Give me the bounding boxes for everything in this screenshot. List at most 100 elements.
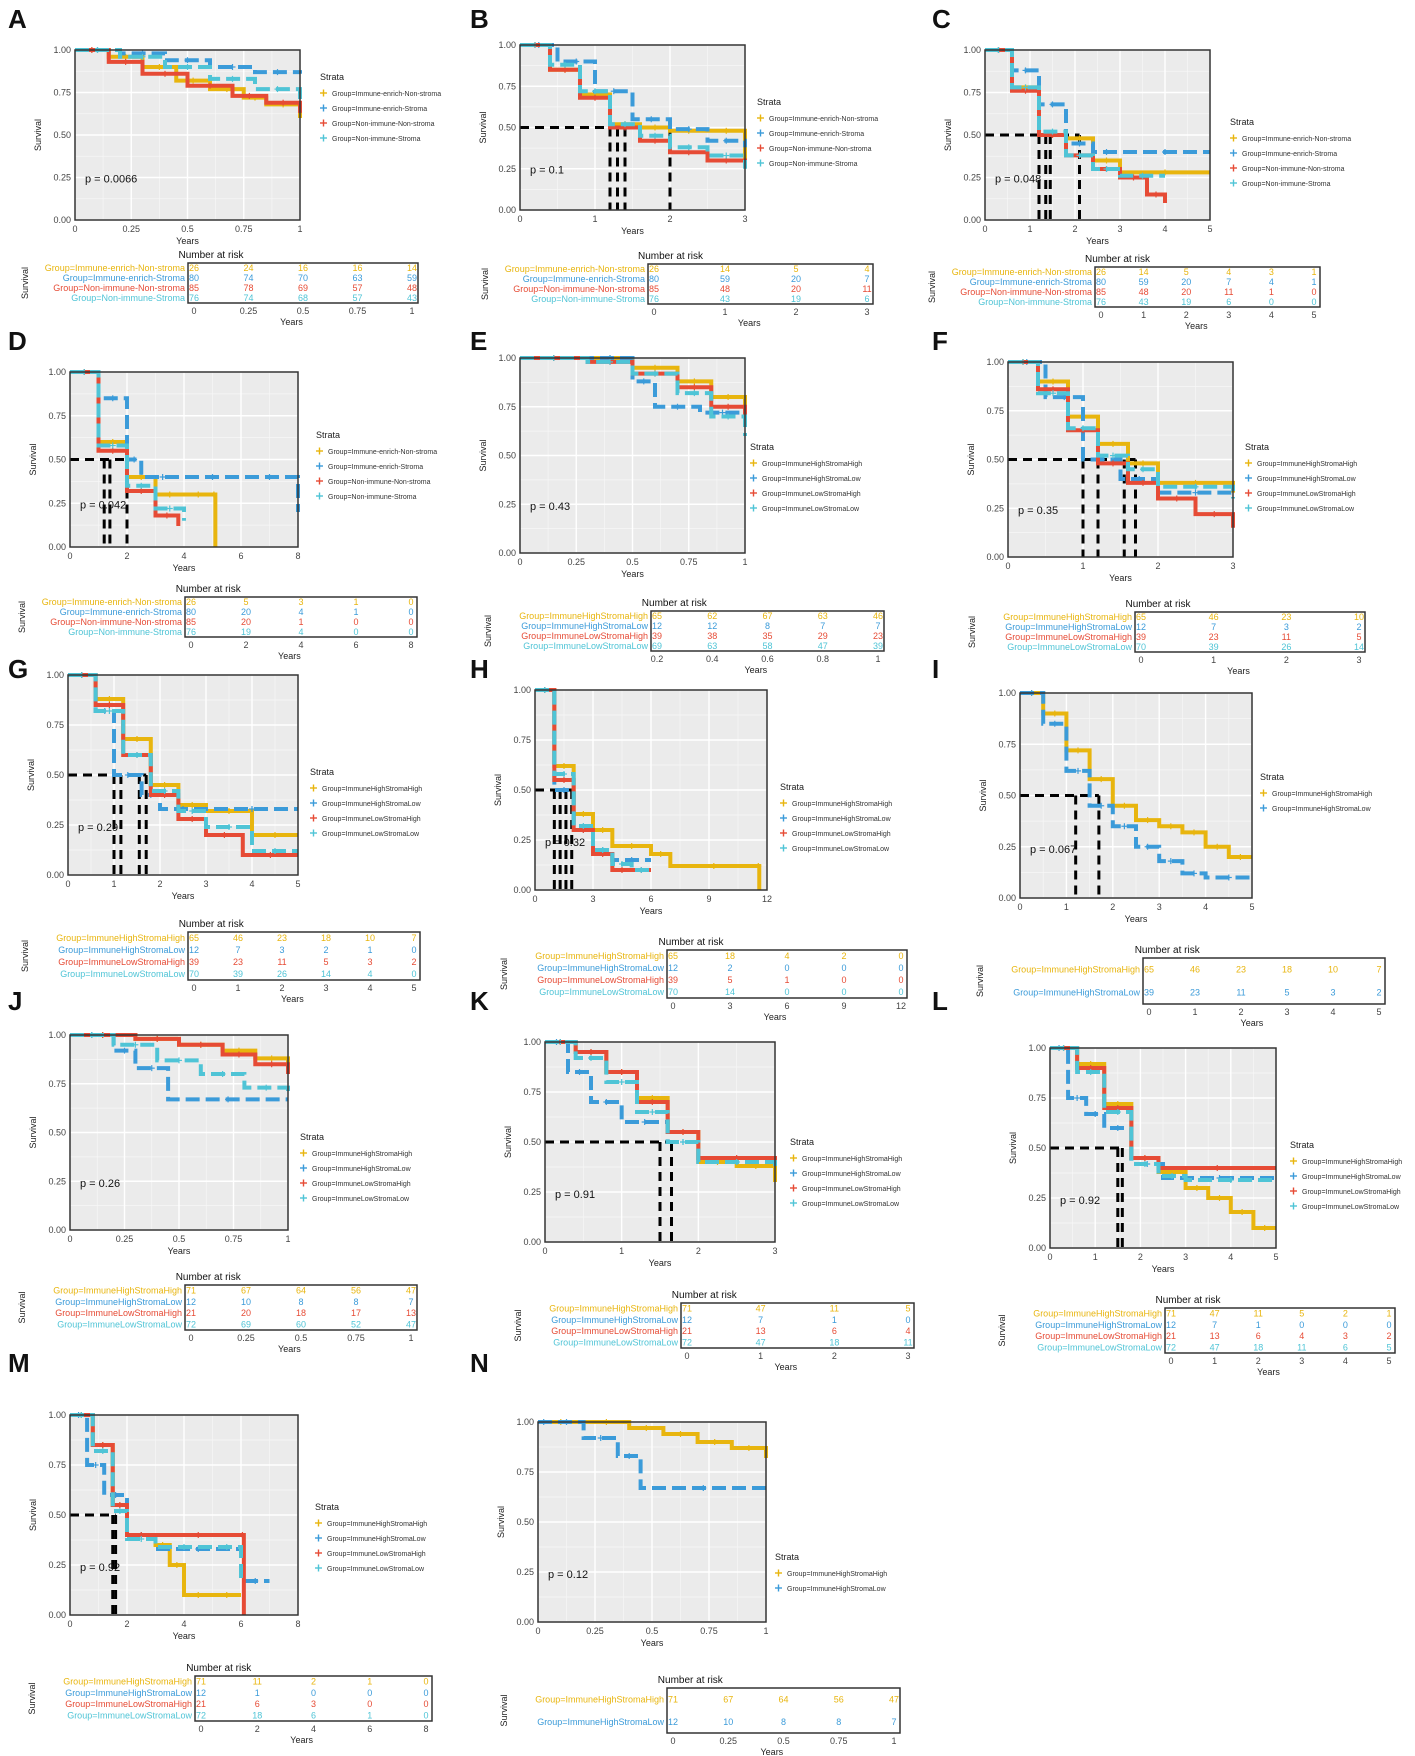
censor-mark: [1192, 489, 1199, 496]
risk-x-tick-label: 1: [1212, 1356, 1217, 1366]
risk-count: 80: [189, 273, 199, 283]
x-axis-title: Years: [649, 1258, 672, 1268]
censor-mark: [725, 394, 732, 400]
risk-count: 85: [649, 284, 659, 294]
risk-x-tick-label: 3: [1299, 1356, 1304, 1366]
plot-frame: [519, 44, 746, 211]
risk-x-tick-label: 0.25: [719, 1736, 737, 1746]
risk-count: 7: [235, 945, 240, 955]
x-tick-label: 4: [1228, 1252, 1233, 1262]
risk-count: 26: [189, 263, 199, 273]
risk-count: 5: [1386, 1342, 1391, 1352]
risk-count: 18: [296, 1308, 306, 1318]
risk-x-tick-label: 5: [1376, 1007, 1381, 1017]
risk-count: 85: [189, 283, 199, 293]
risk-count: 47: [756, 1337, 766, 1347]
risk-count: 11: [253, 1677, 262, 1687]
risk-count: 4: [784, 951, 789, 961]
censor-mark: [1076, 152, 1083, 159]
risk-x-tick-label: 12: [896, 1001, 906, 1011]
risk-count: 43: [720, 294, 730, 304]
risk-group-label: Group=ImmuneHighStromaLow: [537, 1717, 664, 1727]
risk-count: 0: [423, 1688, 428, 1698]
legend-label: Group=ImmuneHighStromaHigh: [787, 1571, 887, 1578]
x-tick-label: 3: [590, 894, 595, 904]
legend-label: Group=ImmuneLowStromaLow: [792, 846, 890, 853]
censor-mark: [268, 1055, 275, 1062]
risk-count: 4: [905, 1326, 910, 1336]
censor-mark: [592, 88, 598, 95]
risk-count: 11: [830, 1304, 839, 1314]
censor-mark: [1098, 776, 1105, 783]
risk-count: 71: [186, 1286, 196, 1296]
risk-count: 11: [1282, 632, 1291, 642]
legend-title: Strata: [750, 442, 774, 452]
risk-count: 12: [682, 1315, 692, 1325]
x-tick-label: 6: [238, 1619, 243, 1629]
risk-count: 59: [1139, 277, 1149, 287]
x-axis-title: Years: [641, 1638, 664, 1648]
censor-mark: [246, 92, 253, 99]
y-tick-label: 0.75: [498, 402, 516, 412]
risk-group-label: Group=ImmuneLowStromaLow: [60, 969, 185, 979]
y-tick-label: 1.00: [48, 1410, 66, 1420]
censor-mark: [1049, 101, 1056, 108]
panel-b: B 0.00 0.25 0.50 0.75 1.00 0 1 2 3 Years Survival p …: [470, 4, 878, 328]
censor-mark: [723, 127, 730, 134]
risk-table-title: Number at risk: [672, 1290, 738, 1301]
x-tick-label: 0.25: [116, 1234, 134, 1244]
p-value: p = 0.12: [548, 1569, 588, 1581]
censor-mark: [1193, 1185, 1200, 1191]
legend-label: Group=ImmuneHighStromaLow: [312, 1166, 412, 1173]
censor-mark: [562, 61, 568, 68]
risk-count: 47: [756, 1304, 766, 1314]
km-curve-4: [70, 1033, 290, 1094]
risk-table-frame: [680, 1302, 915, 1349]
legend-title: Strata: [310, 767, 334, 777]
legend-label: Group=ImmuneHighStromaLow: [787, 1586, 887, 1593]
censor-mark: [1227, 1177, 1234, 1183]
km-curve-1: [1020, 691, 1252, 859]
y-tick-label: 0.00: [523, 1237, 541, 1247]
risk-count: 1: [298, 617, 303, 627]
risk-group-label: Group=ImmuneHighStromaLow: [551, 1315, 678, 1325]
risk-table-title: Number at risk: [1135, 945, 1201, 956]
censor-mark: [189, 808, 196, 814]
risk-group-label: Group=ImmuneHighStromaHigh: [549, 1304, 678, 1314]
y-tick-label: 0.50: [1028, 1143, 1046, 1153]
y-tick-label: 0.50: [986, 455, 1004, 465]
risk-group-label: Group=Non-immune-Non-stroma: [513, 284, 645, 294]
risk-count: 71: [682, 1304, 692, 1314]
risk-count: 43: [1139, 297, 1149, 307]
risk-count: 70: [189, 969, 199, 979]
risk-x-tick-label: 1: [1141, 310, 1146, 320]
risk-count: 16: [298, 263, 308, 273]
plot-frame: [544, 1041, 776, 1243]
y-tick-label: 1.00: [523, 1037, 541, 1047]
km-curve-4: [75, 48, 302, 101]
risk-x-axis-title: Years: [290, 1735, 313, 1745]
risk-count: 6: [832, 1326, 837, 1336]
panel-letter: C: [932, 4, 951, 34]
risk-count: 20: [1181, 277, 1191, 287]
y-tick-label: 1.00: [53, 45, 71, 55]
y-axis-title: Survival: [33, 119, 43, 151]
panel-k: K0.000.250.500.751.000 1 2 3YearsSurvivalp …: [470, 986, 915, 1372]
censor-mark: [1214, 1165, 1221, 1171]
risk-count: 72: [186, 1319, 196, 1329]
legend-label: Group=Non-immune-Non-stroma: [332, 121, 435, 128]
risk-x-axis-title: Years: [280, 317, 303, 327]
y-tick-label: 0.00: [516, 1617, 534, 1627]
legend-title: Strata: [780, 782, 804, 792]
panel-g: G0.000.250.500.751.000 1 2 3 4 5YearsSurvival…: [8, 654, 422, 1004]
x-tick-label: 1: [1064, 902, 1069, 912]
risk-x-tick-label: 6: [784, 1001, 789, 1011]
risk-count: 4: [864, 264, 869, 274]
censor-mark: [685, 144, 692, 151]
legend-label: Group=ImmuneHighStromaHigh: [327, 1521, 427, 1528]
risk-y-axis-title: Survival: [20, 940, 30, 972]
censor-mark: [1139, 172, 1146, 179]
risk-count: 80: [1096, 277, 1106, 287]
censor-mark: [124, 772, 131, 778]
